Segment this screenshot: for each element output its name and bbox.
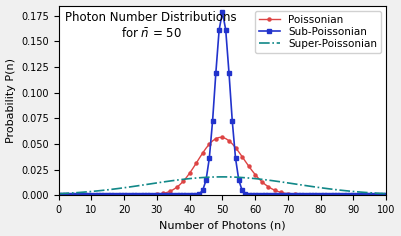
Sub-Poissonian xyxy=(305,194,310,197)
Sub-Poissonian xyxy=(79,194,84,197)
Super-Poissonian xyxy=(384,192,389,195)
Poissonian xyxy=(79,194,84,197)
Super-Poissonian xyxy=(207,176,212,179)
Line: Sub-Poissonian: Sub-Poissonian xyxy=(57,11,388,197)
Sub-Poissonian xyxy=(207,157,212,160)
Super-Poissonian xyxy=(138,184,143,187)
Sub-Poissonian xyxy=(56,194,61,197)
Sub-Poissonian xyxy=(256,194,261,197)
Super-Poissonian xyxy=(79,191,84,194)
Poissonian xyxy=(256,177,261,180)
Line: Poissonian: Poissonian xyxy=(57,136,388,197)
Poissonian xyxy=(305,194,310,196)
X-axis label: Number of Photons (n): Number of Photons (n) xyxy=(159,220,286,230)
Line: Super-Poissonian: Super-Poissonian xyxy=(59,177,386,194)
Sub-Poissonian xyxy=(220,11,225,14)
Legend: Poissonian, Sub-Poissonian, Super-Poissonian: Poissonian, Sub-Poissonian, Super-Poisso… xyxy=(255,11,381,53)
Poissonian xyxy=(207,143,212,146)
Poissonian xyxy=(289,193,294,196)
Text: Photon Number Distributions
for $\bar{n}$ = 50: Photon Number Distributions for $\bar{n}… xyxy=(65,11,237,40)
Poissonian xyxy=(138,194,143,197)
Sub-Poissonian xyxy=(384,194,389,197)
Super-Poissonian xyxy=(56,192,61,195)
Poissonian xyxy=(217,136,221,139)
Poissonian xyxy=(384,194,389,197)
Super-Poissonian xyxy=(256,177,261,180)
Poissonian xyxy=(56,194,61,197)
Super-Poissonian xyxy=(305,185,310,187)
Sub-Poissonian xyxy=(289,194,294,197)
Super-Poissonian xyxy=(289,182,294,185)
Sub-Poissonian xyxy=(138,194,143,197)
Super-Poissonian xyxy=(220,175,225,178)
Y-axis label: Probability P(n): Probability P(n) xyxy=(6,58,16,143)
